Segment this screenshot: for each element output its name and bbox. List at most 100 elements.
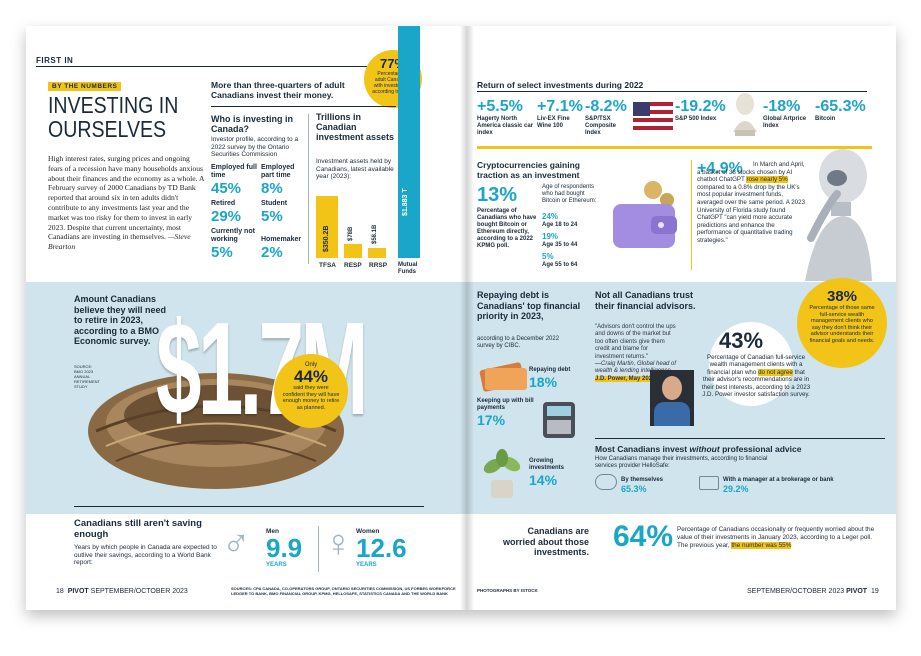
- noadvice-value: 65.3%: [621, 484, 647, 494]
- who-item: Employed full time 45%: [211, 164, 259, 197]
- female-icon: ♀: [324, 523, 353, 565]
- worried-text-highlight: the number was 55%: [731, 541, 792, 549]
- worried-text-pre: Percentage of Canadians occasionally or …: [677, 526, 875, 549]
- stat-38-circle: 38% Percentage of those same full-servic…: [797, 278, 887, 368]
- assets-bar-chart: [316, 196, 386, 258]
- ai-text: In March and April, a basket of 38 stock…: [697, 161, 807, 245]
- crypto-age-value: 19%: [542, 232, 559, 241]
- mutual-funds-bar-full: $1.883 T: [398, 26, 420, 258]
- ai-text-highlight: rose nearly 5%: [746, 176, 788, 184]
- gender-divider: [318, 526, 319, 572]
- debt-item: Growing investments 14%: [529, 458, 579, 488]
- return-title: Return of select investments during 2022: [477, 80, 644, 90]
- who-label: Student: [261, 200, 288, 207]
- mutual-funds-bar-value: $1.883 T: [402, 188, 409, 216]
- bar-label-tfsa: TFSA: [319, 262, 336, 269]
- debt-value: 14%: [529, 472, 558, 488]
- saving-subtitle: Years by which people in Canada are expe…: [74, 544, 217, 566]
- noadvice-item: By themselves 65.3%: [621, 476, 663, 494]
- band-rule: [74, 506, 424, 507]
- return-value: -65.3%: [815, 98, 866, 115]
- noadvice-title-em: without: [689, 444, 720, 454]
- return-label: S&P/TSX Composite Index: [585, 116, 617, 136]
- robot-icon: [805, 149, 872, 281]
- return-item: -19.2% S&P 500 Index: [675, 98, 726, 123]
- magazine-spread: FIRST IN BY THE NUMBERS INVESTING IN OUR…: [26, 26, 896, 610]
- bar-value-resp: $78B: [348, 226, 354, 241]
- noadvice-label: With a manager at a brokerage or bank: [723, 477, 834, 483]
- crypto-age-item: 19% Age 35 to 44: [542, 232, 577, 249]
- return-value: +5.5%: [477, 98, 523, 115]
- title-line-2: OURSELVES: [48, 116, 167, 142]
- men-label: Men: [266, 528, 279, 535]
- quote-body: "Advisors don't control the ups and down…: [595, 324, 676, 360]
- who-value: 5%: [211, 244, 233, 261]
- page-title: INVESTING IN OURSELVES: [48, 93, 178, 141]
- ai-text-post: compared to a 0.8% drop by the UK's most…: [697, 183, 806, 244]
- who-value: 8%: [261, 180, 283, 197]
- crypto-age-value: 24%: [542, 212, 559, 221]
- debt-title: Repaying debt is Canadians' top financia…: [477, 290, 581, 321]
- return-value: -8.2%: [585, 98, 627, 115]
- byline: —Steve Brearton: [48, 232, 191, 252]
- noadvice-subtitle: How Canadians manage their investments, …: [595, 456, 768, 469]
- stat-44-text: said they were confident they will have …: [282, 385, 340, 411]
- avatar-shirt: [654, 402, 690, 426]
- trillions-subtitle: Investment assets held by Canadians, lat…: [316, 158, 394, 180]
- men-value: 9.9: [266, 533, 303, 563]
- return-label: Liv-EX Fine Wine 100: [537, 116, 570, 129]
- worried-title: Canadians are worried about those invest…: [502, 526, 589, 557]
- adults-headline: More than three-quarters of adult Canadi…: [211, 80, 345, 100]
- advisor-photo: [650, 370, 694, 426]
- quote-text: "Advisors don't control the ups and down…: [595, 324, 677, 383]
- women-value: 12.6: [356, 533, 407, 563]
- return-rule: [477, 91, 867, 92]
- left-page: FIRST IN BY THE NUMBERS INVESTING IN OUR…: [26, 26, 467, 610]
- section-rule: [36, 66, 396, 67]
- wallet-icon: [613, 181, 677, 248]
- crypto-title: Cryptocurrencies gaining traction as an …: [477, 160, 580, 180]
- who-item: Employed part time 8%: [261, 164, 309, 197]
- debt-item: Keeping up with bill payments 17%: [477, 398, 537, 428]
- bar-label-resp: RESP: [344, 262, 362, 269]
- stat-43-pre: Percentage of Canadian full-service weal…: [706, 354, 806, 376]
- debt-label: Keeping up with bill payments: [477, 398, 534, 411]
- saving-title: Canadians still aren't saving enough: [74, 518, 202, 540]
- noadvice-item: With a manager at a brokerage or bank 29.…: [723, 476, 834, 494]
- debt-label: Repaying debt: [529, 367, 571, 373]
- who-value: 5%: [261, 208, 283, 225]
- noadvice-title-post: professional advice: [722, 444, 802, 454]
- retire-source: SOURCE: BMO 2023 ANNUAL RETIREMENT STUDY: [74, 364, 100, 389]
- ai-text-pre: In March and April, a basket of 38 stock…: [697, 161, 805, 184]
- noadvice-title-pre: Most Canadians invest: [595, 444, 688, 454]
- right-footer: SEPTEMBER/OCTOBER 2023 PIVOT 19: [747, 588, 879, 595]
- stat-44-pre: Only: [304, 362, 318, 368]
- who-item: Homemaker 2%: [261, 236, 309, 261]
- avatar-face: [662, 376, 682, 400]
- crypto-age-intro: Age of respondents who had bought Bitcoi…: [542, 184, 597, 204]
- left-page-number: 18: [56, 588, 64, 595]
- intro-body: High interest rates, surging prices and …: [48, 154, 205, 242]
- photo-credit: PHOTOGRAPHS BY ISTOCK: [477, 588, 538, 593]
- noadvice-title: Most Canadians invest without profession…: [595, 444, 801, 454]
- piggy-bank-icon: [595, 474, 617, 490]
- sources-line: SOURCES: CPA CANADA, CO-OPERATORS GROUP,…: [231, 586, 456, 596]
- return-value: -19.2%: [675, 98, 726, 115]
- briefcase-icon: [699, 476, 719, 490]
- return-value: -18%: [763, 98, 801, 115]
- quote-org-highlight: J.D. Power, May 2023: [595, 375, 656, 382]
- return-item: -18% Global Artprice Index: [763, 98, 809, 130]
- crypto-value: 13%: [477, 184, 518, 206]
- stat-43-value: 43%: [719, 328, 764, 353]
- section-label: FIRST IN: [36, 56, 74, 65]
- bar-label-mutual: Mutual Funds: [398, 262, 418, 275]
- who-subtitle: Investor profile, according to a 2022 su…: [211, 136, 299, 158]
- right-footer-brand: PIVOT: [846, 588, 868, 595]
- bar-tfsa: [316, 196, 338, 258]
- worried-value: 64%: [613, 520, 674, 553]
- noadvice-value: 29.2%: [723, 484, 749, 494]
- column-divider: [308, 114, 309, 264]
- who-item: Retired 29%: [211, 200, 259, 225]
- payment-terminal-icon: [543, 402, 575, 438]
- yellow-rule: [477, 146, 872, 149]
